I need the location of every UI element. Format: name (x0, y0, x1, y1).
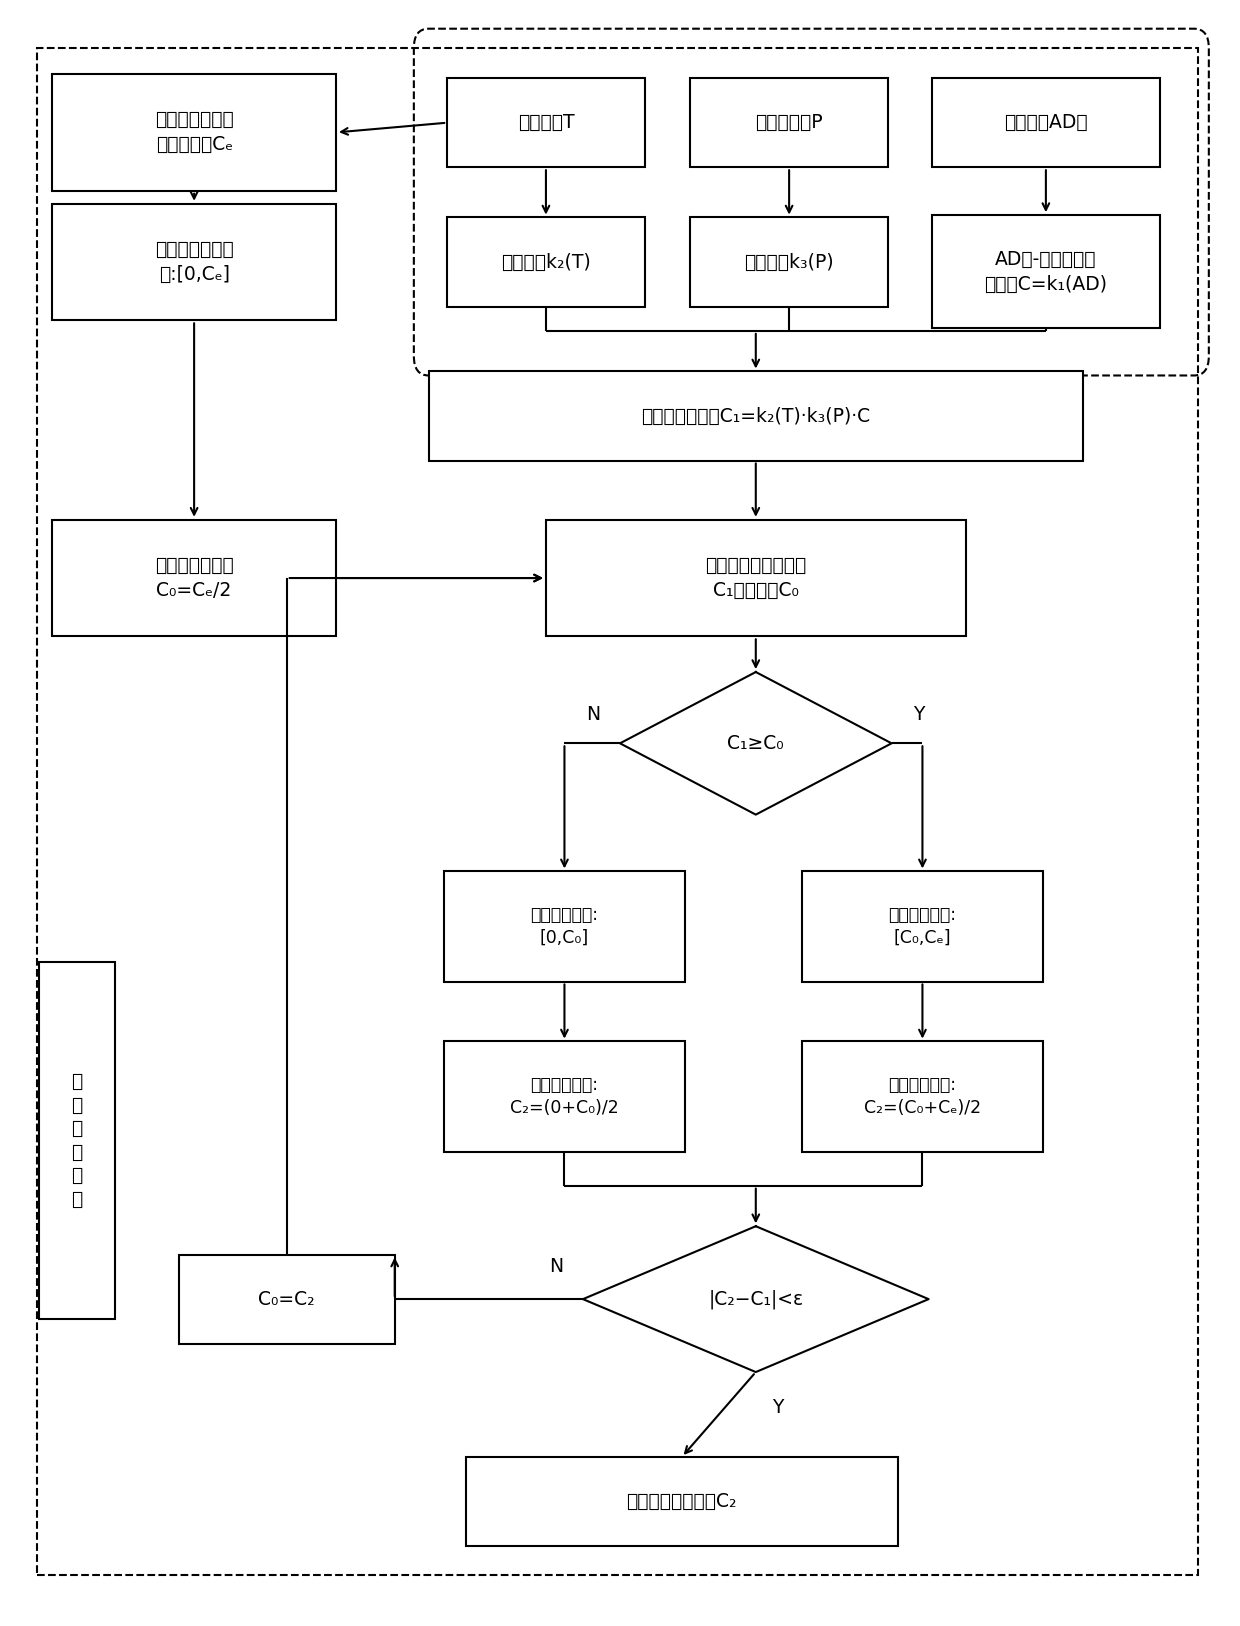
Bar (691, 78, 888, 167)
Text: 水汽浓度范围:
[0,C₀]: 水汽浓度范围: [0,C₀] (531, 906, 599, 948)
Bar (546, 520, 966, 636)
Text: N: N (549, 1257, 563, 1276)
Bar (466, 1457, 898, 1546)
Text: 待测水汽浓度范
围:[0,Cₑ]: 待测水汽浓度范 围:[0,Cₑ] (155, 241, 233, 285)
Text: 系统测量AD值: 系统测量AD值 (1004, 114, 1087, 132)
Text: |C₂−C₁|<ε: |C₂−C₁|<ε (708, 1289, 804, 1309)
Text: 水汽浓度测量结果C₂: 水汽浓度测量结果C₂ (626, 1493, 737, 1511)
Bar (179, 1255, 394, 1343)
Bar (444, 1042, 684, 1151)
Bar (802, 872, 1043, 982)
Text: 水汽浓度修正值C₁=k₂(T)·k₃(P)·C: 水汽浓度修正值C₁=k₂(T)·k₃(P)·C (641, 406, 870, 426)
Bar (802, 1042, 1043, 1151)
Bar (448, 218, 645, 307)
Polygon shape (620, 672, 892, 815)
Text: 温度修正k₂(T): 温度修正k₂(T) (501, 252, 590, 272)
Text: N: N (585, 704, 600, 724)
Bar (52, 520, 336, 636)
Bar (52, 203, 336, 320)
Text: Y: Y (913, 704, 925, 724)
Bar (448, 78, 645, 167)
Text: 设定水汽浓度:
C₂=(C₀+Cₑ)/2: 设定水汽浓度: C₂=(C₀+Cₑ)/2 (864, 1076, 981, 1117)
Text: 水
汽
分
压
修
正: 水 汽 分 压 修 正 (71, 1072, 83, 1208)
Text: 水汽浓度设定值
C₀=Cₑ/2: 水汽浓度设定值 C₀=Cₑ/2 (155, 556, 233, 600)
Text: 环境温度T: 环境温度T (517, 114, 574, 132)
Bar (931, 215, 1161, 328)
Text: 压力修正k₃(P): 压力修正k₃(P) (744, 252, 835, 272)
Text: Y: Y (773, 1398, 784, 1418)
Text: 不同温度下饱和
水汽浓度值Cₑ: 不同温度下饱和 水汽浓度值Cₑ (155, 111, 233, 154)
Bar (52, 75, 336, 190)
Text: C₁≥C₀: C₁≥C₀ (728, 733, 784, 753)
Text: AD值-水汽浓度拟
合函数C=k₁(AD): AD值-水汽浓度拟 合函数C=k₁(AD) (985, 250, 1107, 294)
Bar (38, 963, 115, 1319)
Text: C₀=C₂: C₀=C₂ (258, 1289, 315, 1309)
Text: 比较水汽浓度修正值
C₁与设定值C₀: 比较水汽浓度修正值 C₁与设定值C₀ (706, 556, 806, 600)
Bar (931, 78, 1161, 167)
Text: 水汽浓度范围:
[C₀,Cₑ]: 水汽浓度范围: [C₀,Cₑ] (888, 906, 956, 948)
Polygon shape (583, 1226, 929, 1372)
Bar (429, 371, 1083, 460)
Text: 设定水汽浓度:
C₂=(0+C₀)/2: 设定水汽浓度: C₂=(0+C₀)/2 (510, 1076, 619, 1117)
Bar (444, 872, 684, 982)
Bar (691, 218, 888, 307)
Text: 环境总压力P: 环境总压力P (755, 114, 823, 132)
